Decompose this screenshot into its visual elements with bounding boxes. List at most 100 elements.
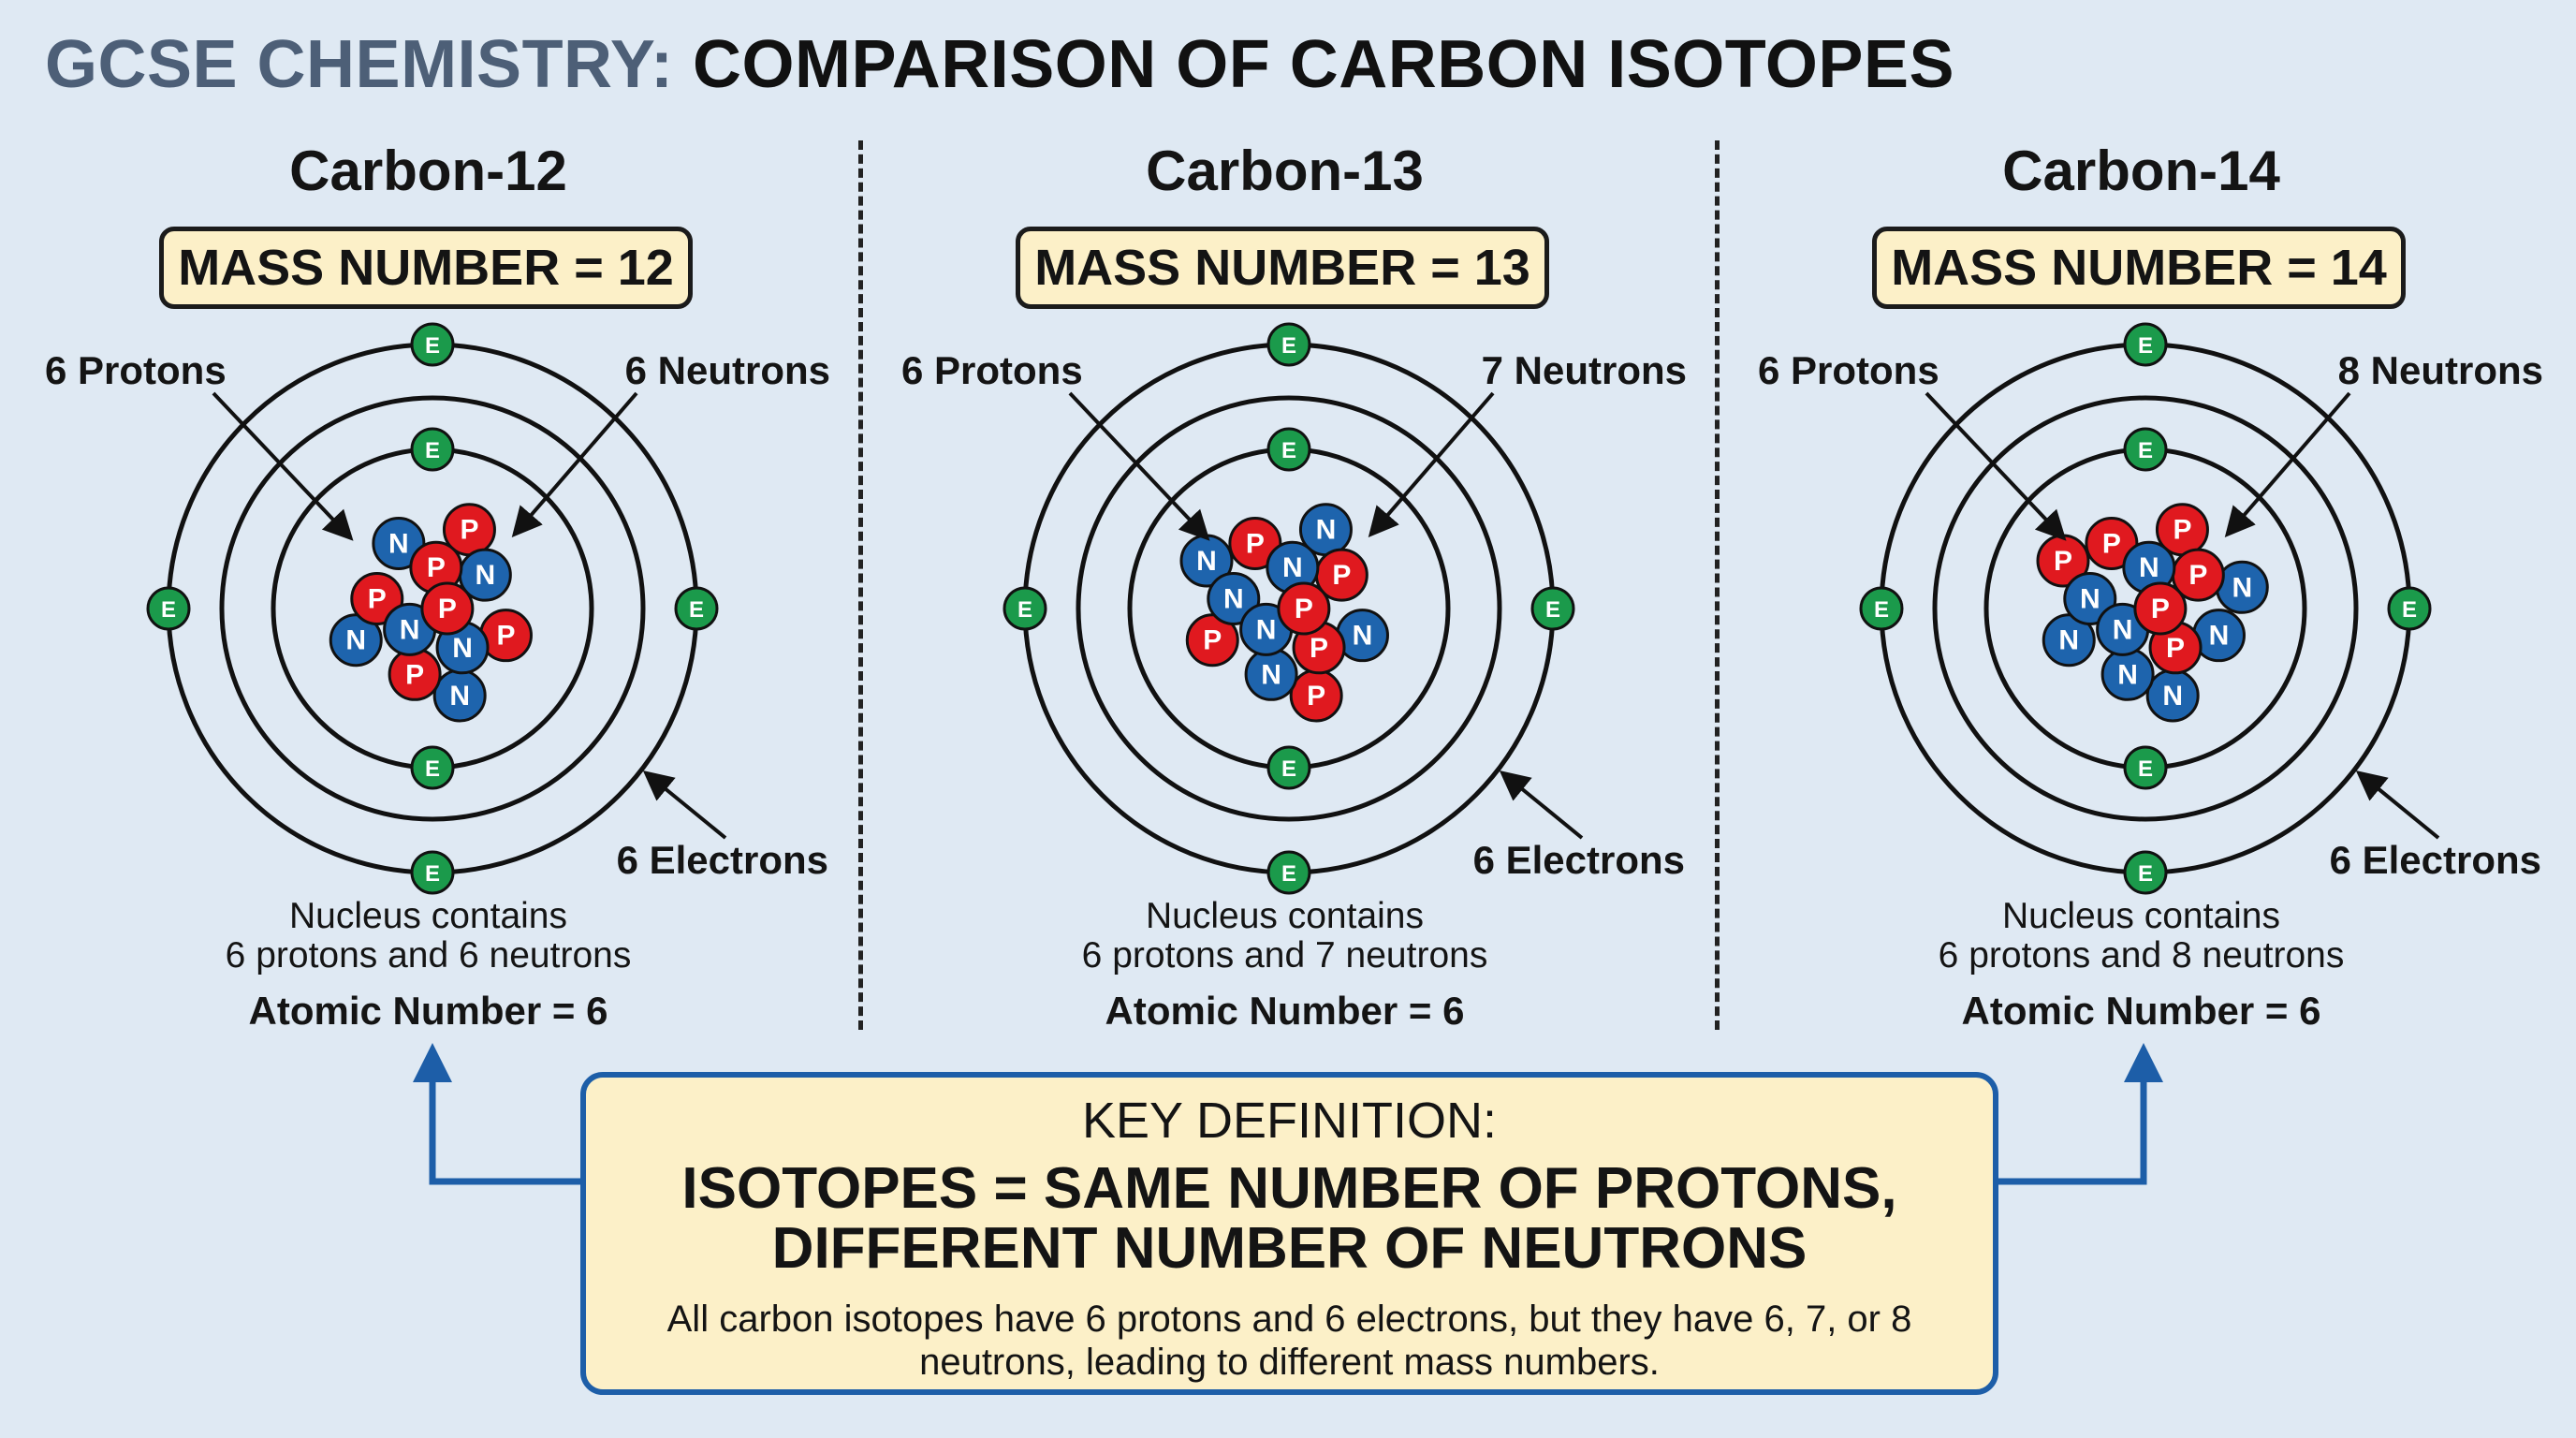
protons-label: 6 Protons	[1758, 348, 1939, 392]
key-definition-heading: KEY DEFINITION:	[1081, 1093, 1498, 1149]
electron: E	[410, 745, 455, 790]
protons-pointer-arrow	[1068, 391, 1210, 541]
svg-text:N: N	[2058, 625, 2079, 656]
svg-text:E: E	[689, 597, 704, 623]
svg-text:N: N	[388, 528, 409, 559]
neutron: N	[2215, 560, 2269, 614]
svg-text:E: E	[1874, 597, 1889, 623]
proton: P	[2133, 581, 2188, 636]
nucleus-line-1: Nucleus contains	[2002, 896, 2280, 936]
svg-text:N: N	[2080, 584, 2100, 615]
isotope-title: Carbon-14	[2002, 139, 2280, 202]
svg-text:N: N	[1256, 614, 1277, 645]
svg-text:E: E	[2402, 597, 2417, 623]
page-title: GCSE CHEMISTRY: COMPARISON OF CARBON ISO…	[45, 26, 1954, 103]
neutrons-label: 8 Neutrons	[2337, 348, 2543, 392]
electron: E	[1266, 745, 1311, 790]
proton: P	[1289, 668, 1343, 723]
svg-text:P: P	[1246, 528, 1265, 559]
key-explanation-line-2: neutrons, leading to different mass numb…	[919, 1342, 1660, 1383]
electron: E	[1530, 586, 1575, 631]
proton: P	[409, 540, 463, 594]
key-definition-box: KEY DEFINITION: ISOTOPES = SAME NUMBER O…	[580, 1072, 1998, 1395]
electron: E	[2123, 322, 2168, 367]
svg-text:E: E	[161, 597, 176, 623]
neutron: N	[2122, 540, 2176, 594]
proton: P	[2155, 503, 2209, 557]
svg-text:P: P	[1307, 681, 1325, 712]
neutron: N	[1179, 534, 1234, 588]
neutron: N	[2191, 609, 2246, 663]
svg-text:P: P	[368, 584, 387, 615]
neutrons-label: 7 Neutrons	[1481, 348, 1687, 392]
electron: E	[1859, 586, 1904, 631]
nucleus-line-1: Nucleus contains	[289, 896, 567, 936]
middle-shell-ring	[219, 395, 646, 822]
proton: P	[2085, 516, 2139, 570]
svg-text:P: P	[2188, 560, 2207, 591]
neutrons-pointer-arrow	[2224, 391, 2351, 538]
key-definition-statement: ISOTOPES = SAME NUMBER OF PROTONS, DIFFE…	[586, 1159, 1993, 1279]
electron: E	[146, 586, 191, 631]
neutrons-label: 6 Neutrons	[624, 348, 830, 392]
isotope-title: Carbon-12	[289, 139, 567, 202]
proton: P	[1228, 516, 1282, 570]
neutron: N	[1207, 572, 1261, 626]
svg-text:P: P	[1310, 633, 1328, 664]
svg-text:N: N	[400, 614, 420, 645]
svg-text:P: P	[2166, 633, 2185, 664]
svg-text:P: P	[2173, 515, 2191, 546]
svg-text:N: N	[2113, 614, 2133, 645]
svg-text:E: E	[1017, 597, 1032, 623]
svg-text:E: E	[1545, 597, 1560, 623]
panel-divider-2	[1715, 140, 1720, 1030]
middle-shell-ring	[1076, 395, 1502, 822]
electrons-label: 6 Electrons	[616, 838, 828, 882]
svg-text:P: P	[405, 659, 424, 690]
svg-text:E: E	[2138, 756, 2153, 782]
svg-text:E: E	[1281, 438, 1296, 463]
svg-text:P: P	[1295, 594, 1313, 624]
nucleus-line-2: 6 protons and 6 neutrons	[225, 935, 632, 976]
neutron: N	[329, 613, 383, 668]
svg-text:E: E	[1281, 333, 1296, 359]
svg-text:P: P	[438, 594, 457, 624]
electron: E	[410, 322, 455, 367]
svg-text:N: N	[1316, 515, 1337, 546]
atomic-number-label: Atomic Number = 6	[1961, 989, 2321, 1033]
nucleus-description: Nucleus contains 6 protons and 6 neutron…	[0, 897, 856, 976]
svg-text:E: E	[1281, 756, 1296, 782]
nucleus-line-1: Nucleus contains	[1146, 896, 1424, 936]
electron: E	[410, 850, 455, 895]
left-connector-arrow	[413, 1043, 580, 1185]
title-prefix: GCSE CHEMISTRY:	[45, 27, 674, 102]
electron: E	[2123, 427, 2168, 472]
mass-number-box: MASS NUMBER = 14	[1872, 227, 2406, 309]
svg-text:P: P	[1332, 560, 1351, 591]
electron: E	[2123, 850, 2168, 895]
svg-text:N: N	[1223, 584, 1244, 615]
mass-number-box: MASS NUMBER = 13	[1016, 227, 1549, 309]
key-definition-explanation: All carbon isotopes have 6 protons and 6…	[586, 1298, 1993, 1384]
electron: E	[1003, 586, 1047, 631]
proton: P	[1292, 621, 1346, 675]
electron: E	[674, 586, 719, 631]
proton: P	[1314, 548, 1368, 602]
proton: P	[1185, 613, 1239, 668]
svg-text:P: P	[427, 552, 446, 583]
neutrons-pointer-arrow	[511, 391, 638, 538]
svg-text:E: E	[2138, 438, 2153, 463]
neutron: N	[2042, 613, 2096, 668]
svg-text:E: E	[425, 438, 440, 463]
proton: P	[420, 581, 475, 636]
right-connector-arrow	[1998, 1043, 2163, 1185]
svg-text:N: N	[475, 560, 495, 591]
mass-number-box: MASS NUMBER = 12	[159, 227, 693, 309]
